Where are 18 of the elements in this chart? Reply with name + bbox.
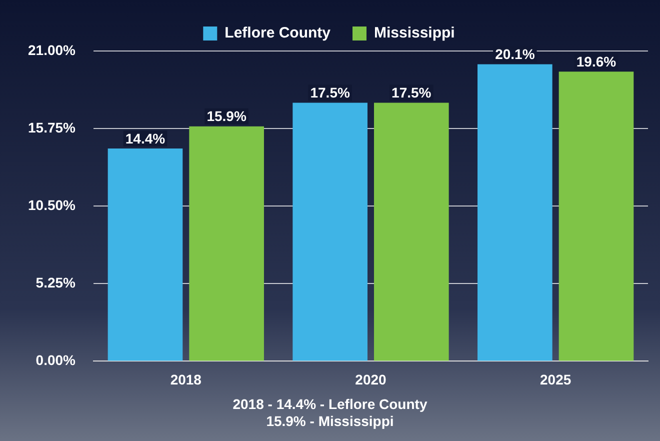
- data-label: 15.9%: [206, 108, 247, 124]
- text: 2018 - 14.4% - Leflore County: [232, 396, 428, 413]
- y-tick-label: 0.00%: [36, 352, 76, 368]
- y-tick-label: 15.75%: [28, 119, 76, 136]
- data-label: 14.4%: [125, 130, 166, 146]
- x-tick-label: 2020: [355, 371, 387, 388]
- data-label: 19.6%: [576, 54, 617, 70]
- y-tick-label: 21.00%: [28, 42, 76, 58]
- legend-label: Leflore County: [224, 24, 332, 42]
- data-label: 17.5%: [392, 84, 432, 101]
- y-tick-label: 10.50%: [28, 196, 76, 213]
- x-tick-label: 2018: [170, 371, 202, 388]
- x-tick-label: 2025: [540, 371, 572, 388]
- text: 15.9% - Mississippi: [265, 413, 395, 430]
- data-label: 17.5%: [310, 84, 350, 101]
- y-tick-label: 5.25%: [36, 274, 76, 291]
- legend-label: Mississippi: [374, 24, 455, 42]
- data-label: 20.1%: [495, 46, 536, 62]
